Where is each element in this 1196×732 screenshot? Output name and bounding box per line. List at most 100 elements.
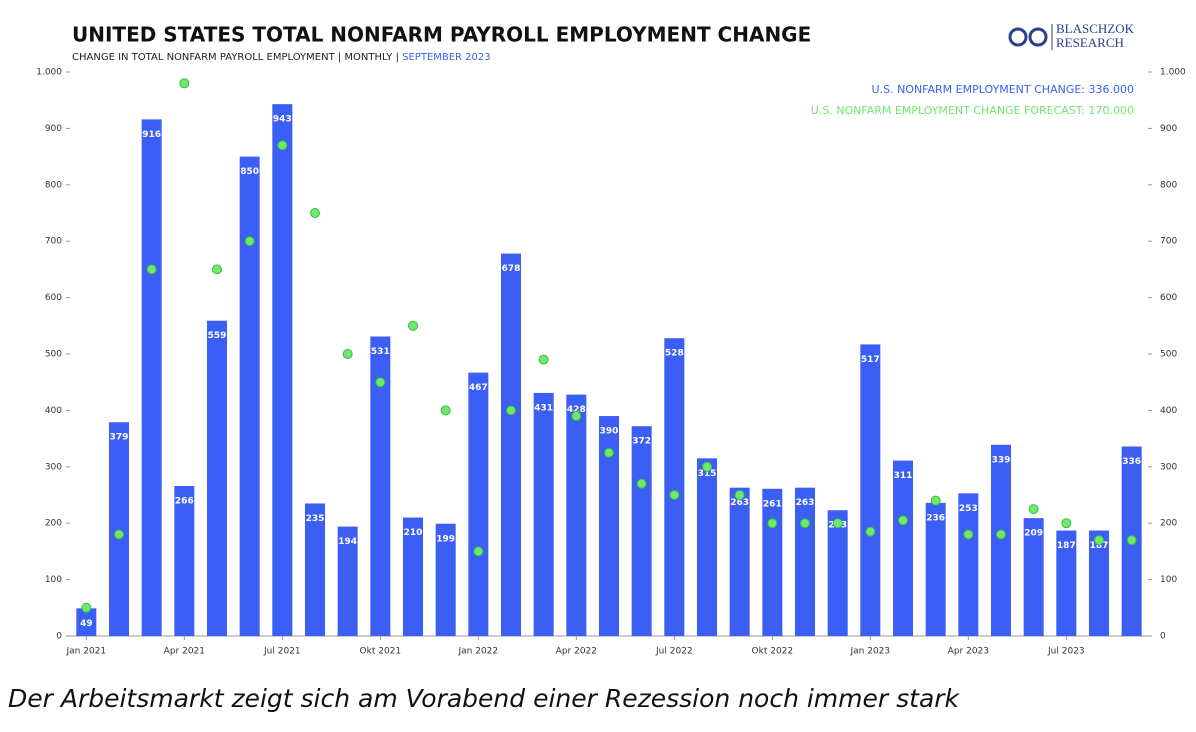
data-label: 372 (632, 437, 651, 447)
bar (762, 488, 783, 636)
forecast-dot (669, 490, 680, 500)
data-label: 943 (273, 115, 292, 125)
forecast-dot (1126, 535, 1137, 546)
data-label: 517 (861, 355, 880, 365)
bar (729, 487, 750, 636)
y-tick-label: 1.000 (36, 68, 62, 78)
subtitle: CHANGE IN TOTAL NONFARM PAYROLL EMPLOYME… (72, 52, 491, 63)
data-label: 311 (894, 471, 913, 481)
subtitle-text: CHANGE IN TOTAL NONFARM PAYROLL EMPLOYME… (72, 52, 402, 63)
forecast-dot (179, 78, 190, 89)
y-tick-label: 600 (45, 293, 62, 303)
forecast-dot (310, 208, 320, 218)
legend-entry: U.S. NONFARM EMPLOYMENT CHANGE FORECAST:… (811, 104, 1134, 117)
data-label: 678 (502, 264, 521, 274)
y-tick-label: 200 (45, 519, 62, 529)
x-tick-label: Jul 2022 (655, 647, 693, 657)
forecast-dot (375, 377, 386, 388)
logo-text: BLASCHZOK (1056, 21, 1135, 36)
data-label: 187 (1057, 541, 1076, 551)
y2-tick-label: 500 (1160, 350, 1177, 360)
bar (468, 372, 489, 636)
data-label: 467 (469, 383, 488, 393)
forecast-dot (571, 411, 582, 422)
forecast-dot (146, 264, 157, 275)
x-tick-label: Jan 2021 (66, 647, 107, 657)
forecast-dot (506, 405, 516, 416)
data-label: 236 (926, 513, 945, 523)
caption: Der Arbeitsmarkt zeigt sich am Vorabend … (8, 684, 960, 713)
bar (1056, 530, 1077, 636)
bar (109, 422, 129, 636)
bar (1089, 530, 1109, 636)
data-label: 850 (240, 167, 259, 177)
data-label: 263 (730, 498, 749, 508)
forecast-dot (702, 461, 712, 472)
forecast-dot (277, 140, 288, 151)
forecast-dot (767, 518, 778, 529)
data-label: 528 (665, 349, 684, 359)
bar (827, 510, 848, 636)
bar (991, 444, 1011, 636)
y2-tick-label: 300 (1160, 462, 1177, 472)
data-label: 336 (1122, 457, 1141, 467)
bar (566, 394, 587, 636)
forecast-dot (604, 447, 614, 458)
data-label: 916 (142, 130, 161, 140)
forecast-dot (800, 518, 810, 529)
x-tick-label: Jan 2022 (458, 647, 499, 657)
y2-tick-label: 0 (1160, 632, 1166, 642)
data-label: 315 (698, 469, 717, 479)
y-tick-label: 0 (56, 632, 62, 642)
bar (207, 320, 227, 636)
x-tick-label: Jan 2023 (850, 647, 891, 657)
data-label: 209 (1024, 529, 1043, 539)
data-label: 266 (175, 496, 194, 506)
bar (337, 526, 358, 636)
y2-tick-label: 800 (1160, 180, 1177, 190)
bar (599, 416, 619, 636)
data-label: 199 (436, 534, 455, 544)
forecast-dot (212, 264, 222, 275)
x-tick-label: Jul 2023 (1047, 647, 1085, 657)
y-tick-label: 700 (45, 237, 62, 247)
data-label: 187 (1090, 541, 1109, 551)
logo-text: RESEARCH (1056, 35, 1124, 50)
x-tick-label: Okt 2021 (360, 647, 402, 657)
data-label: 235 (306, 514, 325, 524)
chart: UNITED STATES TOTAL NONFARM PAYROLL EMPL… (36, 20, 1187, 657)
bar (370, 336, 391, 636)
data-label: 261 (763, 499, 782, 509)
forecast-dot (1094, 535, 1104, 546)
forecast-dot (81, 602, 92, 613)
bar (925, 502, 946, 636)
data-label: 428 (567, 405, 586, 415)
data-label: 559 (208, 331, 227, 341)
forecast-dot (408, 320, 418, 331)
forecast-dot (538, 354, 549, 365)
bar (533, 392, 554, 636)
bar (958, 493, 979, 636)
y-tick-label: 300 (45, 462, 62, 472)
forecast-dot (1061, 518, 1072, 529)
data-label: 531 (371, 347, 390, 357)
forecast-dot (440, 405, 451, 416)
bar (435, 523, 456, 636)
bar (697, 458, 717, 636)
data-label: 379 (110, 433, 129, 443)
data-label: 49 (80, 619, 93, 629)
subtitle-date: SEPTEMBER 2023 (402, 52, 491, 63)
y2-tick-label: 600 (1160, 293, 1177, 303)
y2-tick-label: 1.000 (1160, 68, 1186, 78)
forecast-dot (114, 529, 124, 540)
bar (305, 503, 325, 636)
bar (795, 487, 815, 636)
bar (860, 344, 881, 636)
y-tick-label: 400 (45, 406, 62, 416)
bar (1023, 518, 1044, 636)
data-label: 210 (404, 528, 423, 538)
forecast-dot (963, 529, 974, 540)
y-tick-label: 900 (45, 124, 62, 134)
y-tick-label: 100 (45, 575, 62, 585)
bar (501, 253, 521, 636)
